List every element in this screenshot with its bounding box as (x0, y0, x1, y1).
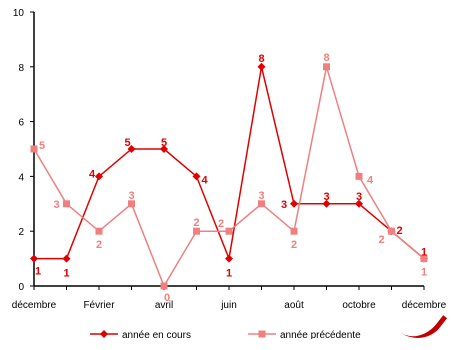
y-tick-label: 4 (18, 172, 24, 183)
x-tick-label: août (284, 300, 304, 311)
data-point (323, 63, 330, 71)
legend-item: année précédente (248, 330, 361, 339)
data-label: 4 (201, 174, 208, 186)
data-point (225, 227, 233, 235)
legend: année en cours année précédente (90, 330, 361, 339)
legend-label: année en cours (122, 330, 191, 339)
x-tick-label: décembre (12, 300, 57, 311)
data-label: 5 (124, 137, 130, 149)
data-label: 3 (281, 199, 287, 211)
y-tick-label: 6 (18, 118, 24, 129)
data-label: 8 (323, 52, 329, 64)
series-previous-year (30, 63, 428, 290)
x-tick-label: octobre (342, 300, 376, 311)
data-label: 2 (218, 218, 224, 230)
data-label: 1 (226, 268, 232, 280)
data-point (128, 200, 135, 208)
data-point (160, 145, 168, 153)
data-point (257, 62, 266, 71)
data-point (192, 172, 201, 181)
data-label: 2 (193, 217, 199, 229)
data-point (388, 227, 395, 235)
data-label: 1 (35, 266, 41, 278)
y-tick-label: 8 (18, 63, 24, 74)
data-point (63, 200, 70, 208)
y-tick-label: 10 (13, 8, 25, 19)
data-point (355, 199, 363, 208)
series-layer (30, 62, 428, 290)
data-label: 3 (323, 191, 329, 203)
data-label: 1 (421, 247, 427, 259)
legend-marker (100, 330, 108, 338)
data-label: 2 (396, 225, 402, 237)
data-label: 5 (161, 137, 167, 149)
data-label: 2 (378, 234, 384, 246)
x-tick-label: décembre (402, 300, 447, 311)
data-label: 3 (128, 190, 134, 202)
data-point (355, 172, 363, 180)
data-label: 3 (356, 191, 362, 203)
data-label: 8 (258, 53, 264, 65)
data-point (225, 254, 233, 263)
x-tick-label: avril (155, 300, 173, 311)
data-point (258, 200, 265, 208)
data-point (420, 255, 428, 263)
data-label: 0 (164, 292, 170, 304)
legend-marker (258, 330, 266, 338)
x-tick-label: juin (220, 300, 237, 311)
data-point (160, 282, 168, 290)
data-label: 4 (89, 168, 96, 180)
x-tick-label: Février (83, 300, 115, 311)
data-point (30, 254, 38, 263)
data-label: 3 (258, 190, 264, 202)
data-point (290, 227, 298, 235)
data-label: 2 (96, 239, 102, 251)
data-point (62, 254, 71, 263)
data-point (322, 199, 331, 208)
data-point (30, 145, 38, 153)
data-point (290, 199, 298, 208)
data-label: 2 (291, 239, 297, 251)
data-point (95, 172, 103, 181)
data-point (95, 227, 103, 235)
data-label: 1 (421, 267, 427, 279)
legend-item: année en cours (90, 330, 191, 339)
y-tick-label: 2 (18, 227, 24, 238)
data-label: 4 (367, 174, 374, 186)
legend-label: année précédente (280, 330, 361, 339)
data-label: 3 (53, 199, 59, 211)
data-point (193, 227, 200, 235)
series-current-year (30, 62, 428, 263)
data-point (127, 145, 136, 153)
y-tick-label: 0 (18, 282, 24, 293)
data-label: 5 (39, 140, 45, 152)
data-label: 1 (63, 268, 69, 280)
